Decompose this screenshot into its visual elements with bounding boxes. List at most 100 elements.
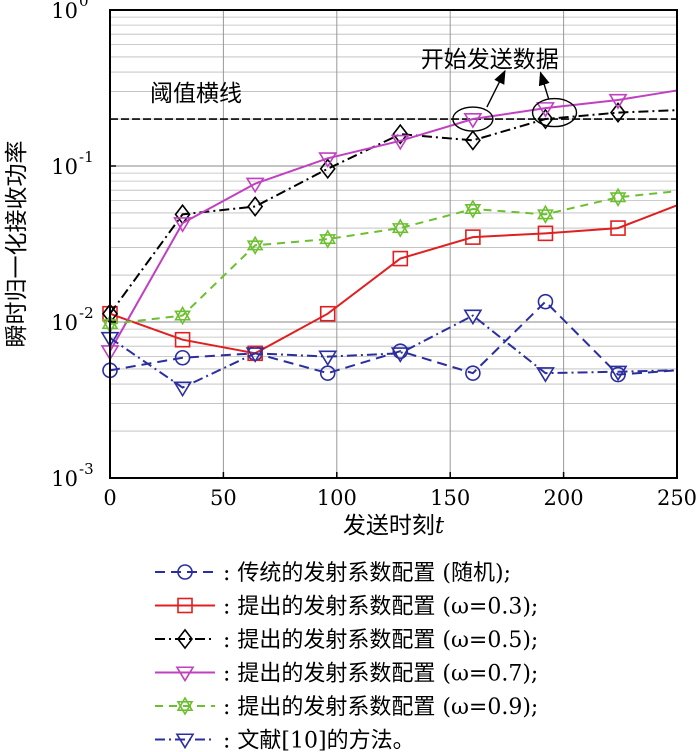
series-1-point [465,365,481,381]
x-axis-title-variable: t [435,513,445,539]
legend-label-4: : 提出的发射系数配置 (ω=0.7); [223,662,538,687]
star-marker-down [246,240,264,256]
x-tick-label: 0 [103,486,116,510]
legend-label-5: : 提出的发射系数配置 (ω=0.9); [223,695,538,720]
series-5-point [174,305,191,326]
plot-frame [109,9,678,479]
series-4-point [173,217,193,233]
y-tick-label: 10 [51,155,78,179]
x-axis-title: 发送时刻t [343,513,445,539]
series-6-line [109,314,678,389]
y-tick-exponent: -1 [79,148,94,166]
star-marker-up [464,199,482,215]
series-4-line [109,89,678,352]
series-4-point [390,134,410,151]
x-tick-label: 50 [210,486,237,510]
legend-label-2: : 提出的发射系数配置 (ω=0.3); [223,595,538,620]
series-1-point [319,365,336,381]
y-tick-exponent: -3 [79,460,94,478]
series-5-point [609,187,627,207]
y-tick-exponent: 0 [79,0,89,10]
annotation-arrow-1 [486,69,506,108]
star-marker-up [176,696,194,712]
series-3 [101,102,678,325]
annotation-label: 开始发送数据 [421,47,559,73]
series-2-line [109,204,678,355]
legend-marker-3 [176,628,194,650]
y-axis-title: 瞬时归一化接收功率 [4,141,30,348]
star-marker-down [174,310,191,326]
series-6-point [608,365,628,382]
series-5-point [537,204,554,224]
x-tick-label: 250 [657,486,697,510]
annotation-arrow-2 [538,71,550,99]
series-3-point [319,158,336,180]
star-marker-up [391,218,409,234]
legend-marker-6 [175,733,195,750]
series-2-point [465,229,481,245]
legend-marker-5 [176,696,194,716]
star-marker-down [391,223,409,238]
x-tick-label: 200 [544,486,584,510]
series-6-point [245,347,265,363]
series-3-line [109,109,678,315]
series-6-point [390,347,410,363]
series-1-point [610,366,626,383]
annotation-group [452,69,578,132]
x-tick-label: 100 [317,486,357,510]
series-6-point [463,309,483,326]
series-1-point [537,293,554,310]
annotation-ellipse-1 [452,106,494,132]
series-2-point [174,331,191,348]
legend-marker-2 [177,597,193,614]
series-3-point [392,123,409,145]
series-2-point [537,225,554,242]
threshold-label: 阈值横线 [150,81,242,107]
star-marker-up [246,235,264,251]
series-6-point [173,381,193,398]
star-marker-up [319,229,337,245]
legend-label-3: : 提出的发射系数配置 (ω=0.5); [223,628,538,653]
series-6 [100,309,678,398]
star-marker-down [319,234,337,249]
grid-lines [110,10,677,479]
series-3-point [247,196,264,217]
series-1-line [109,300,678,376]
legend-label-1: : 传统的发射系数配置 (随机); [223,561,511,586]
series-3-point [464,129,481,151]
series-1-point [174,349,191,366]
series-4-point [535,102,555,118]
star-marker-down [176,700,194,716]
star-marker-down [464,204,482,219]
x-tick-label: 150 [430,486,470,510]
series-4-point [608,93,628,110]
legend-label-6: : 文献[10]的方法。 [223,729,415,752]
star-marker-up [609,187,627,203]
legend-marker-4 [175,666,195,683]
series-2-point [610,220,626,236]
series-6-point [535,367,555,383]
legend: : 传统的发射系数配置 (随机); : 提出的发射系数配置 (ω=0.3); : 提… [155,561,538,752]
star-marker-down [609,192,627,207]
star-marker-up [174,305,191,321]
series-2-point [319,305,336,322]
annotation-ellipse-2 [531,97,578,128]
series-4-point [318,152,338,168]
series-3-point [610,102,627,123]
y-tick-label: 10 [51,0,78,23]
series-5 [101,187,678,334]
y-tick-label: 10 [51,311,78,335]
series-4-point [463,112,483,129]
series-3-point [537,108,554,130]
star-marker-up [537,204,554,220]
legend-marker-1 [177,564,193,580]
series-5-point [464,199,482,219]
series-6-point [318,350,338,367]
y-tick-exponent: -2 [79,304,94,322]
series-5-point [319,229,337,249]
star-marker-down [537,209,554,224]
series-5-point [391,218,409,238]
x-axis-title-text: 发送时刻 [343,513,435,539]
